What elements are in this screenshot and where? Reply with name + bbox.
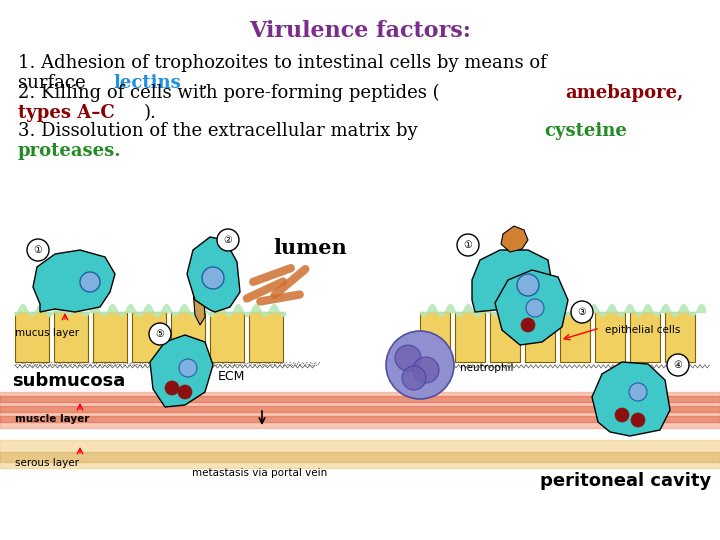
FancyBboxPatch shape	[171, 312, 205, 362]
Text: submucosa: submucosa	[12, 372, 125, 390]
Polygon shape	[495, 270, 568, 345]
Text: ③: ③	[577, 307, 586, 317]
Text: ④: ④	[674, 360, 683, 370]
Circle shape	[27, 239, 49, 261]
Circle shape	[413, 357, 439, 383]
Text: metastasis via portal vein: metastasis via portal vein	[192, 468, 328, 478]
Text: muscle layer: muscle layer	[15, 414, 89, 424]
FancyBboxPatch shape	[455, 312, 485, 362]
Circle shape	[457, 234, 479, 256]
Polygon shape	[33, 250, 115, 312]
Circle shape	[202, 267, 224, 289]
FancyBboxPatch shape	[630, 312, 660, 362]
Polygon shape	[187, 237, 240, 312]
Text: mucus layer: mucus layer	[15, 328, 79, 338]
FancyBboxPatch shape	[93, 312, 127, 362]
Circle shape	[386, 331, 454, 399]
FancyBboxPatch shape	[420, 312, 450, 362]
Text: peritoneal cavity: peritoneal cavity	[540, 472, 711, 490]
Text: amebapore,: amebapore,	[566, 84, 684, 102]
Text: .: .	[202, 74, 207, 92]
Polygon shape	[592, 362, 670, 436]
Text: ECM: ECM	[218, 370, 246, 383]
Text: surface: surface	[18, 74, 91, 92]
Text: ).: ).	[144, 104, 156, 122]
Circle shape	[179, 359, 197, 377]
FancyBboxPatch shape	[15, 312, 49, 362]
Polygon shape	[472, 250, 552, 312]
Text: ⑤: ⑤	[156, 329, 164, 339]
Polygon shape	[501, 226, 528, 252]
Circle shape	[217, 229, 239, 251]
Polygon shape	[150, 335, 213, 407]
Circle shape	[521, 318, 535, 332]
Circle shape	[667, 354, 689, 376]
Text: cysteine: cysteine	[544, 122, 627, 140]
Circle shape	[165, 381, 179, 395]
FancyBboxPatch shape	[560, 312, 590, 362]
FancyBboxPatch shape	[54, 312, 88, 362]
Text: proteases.: proteases.	[18, 142, 122, 160]
Text: serous layer: serous layer	[15, 458, 79, 468]
Text: 3. Dissolution of the extracellular matrix by: 3. Dissolution of the extracellular matr…	[18, 122, 423, 140]
Text: ①: ①	[34, 245, 42, 255]
Circle shape	[402, 366, 426, 390]
Text: epithelial cells: epithelial cells	[605, 325, 680, 335]
FancyBboxPatch shape	[210, 312, 244, 362]
Circle shape	[571, 301, 593, 323]
Text: Virulence factors:: Virulence factors:	[249, 20, 471, 42]
Circle shape	[629, 383, 647, 401]
Circle shape	[395, 345, 421, 371]
Circle shape	[615, 408, 629, 422]
Text: 2. Killing of cells with pore-forming peptides (: 2. Killing of cells with pore-forming pe…	[18, 84, 440, 102]
Circle shape	[149, 323, 171, 345]
FancyBboxPatch shape	[665, 312, 695, 362]
Text: ②: ②	[224, 235, 233, 245]
Circle shape	[631, 413, 645, 427]
Text: types A–C: types A–C	[18, 104, 114, 122]
Text: 1. Adhesion of trophozoites to intestinal cells by means of: 1. Adhesion of trophozoites to intestina…	[18, 54, 546, 72]
Circle shape	[517, 274, 539, 296]
Text: lectins: lectins	[113, 74, 181, 92]
FancyBboxPatch shape	[490, 312, 520, 362]
Text: lumen: lumen	[273, 238, 347, 258]
Circle shape	[526, 299, 544, 317]
Polygon shape	[192, 273, 205, 325]
Text: neutrophil: neutrophil	[460, 363, 513, 373]
FancyBboxPatch shape	[595, 312, 625, 362]
FancyBboxPatch shape	[132, 312, 166, 362]
Circle shape	[178, 385, 192, 399]
Text: ①: ①	[464, 240, 472, 250]
Circle shape	[80, 272, 100, 292]
FancyBboxPatch shape	[249, 312, 283, 362]
FancyBboxPatch shape	[525, 312, 555, 362]
